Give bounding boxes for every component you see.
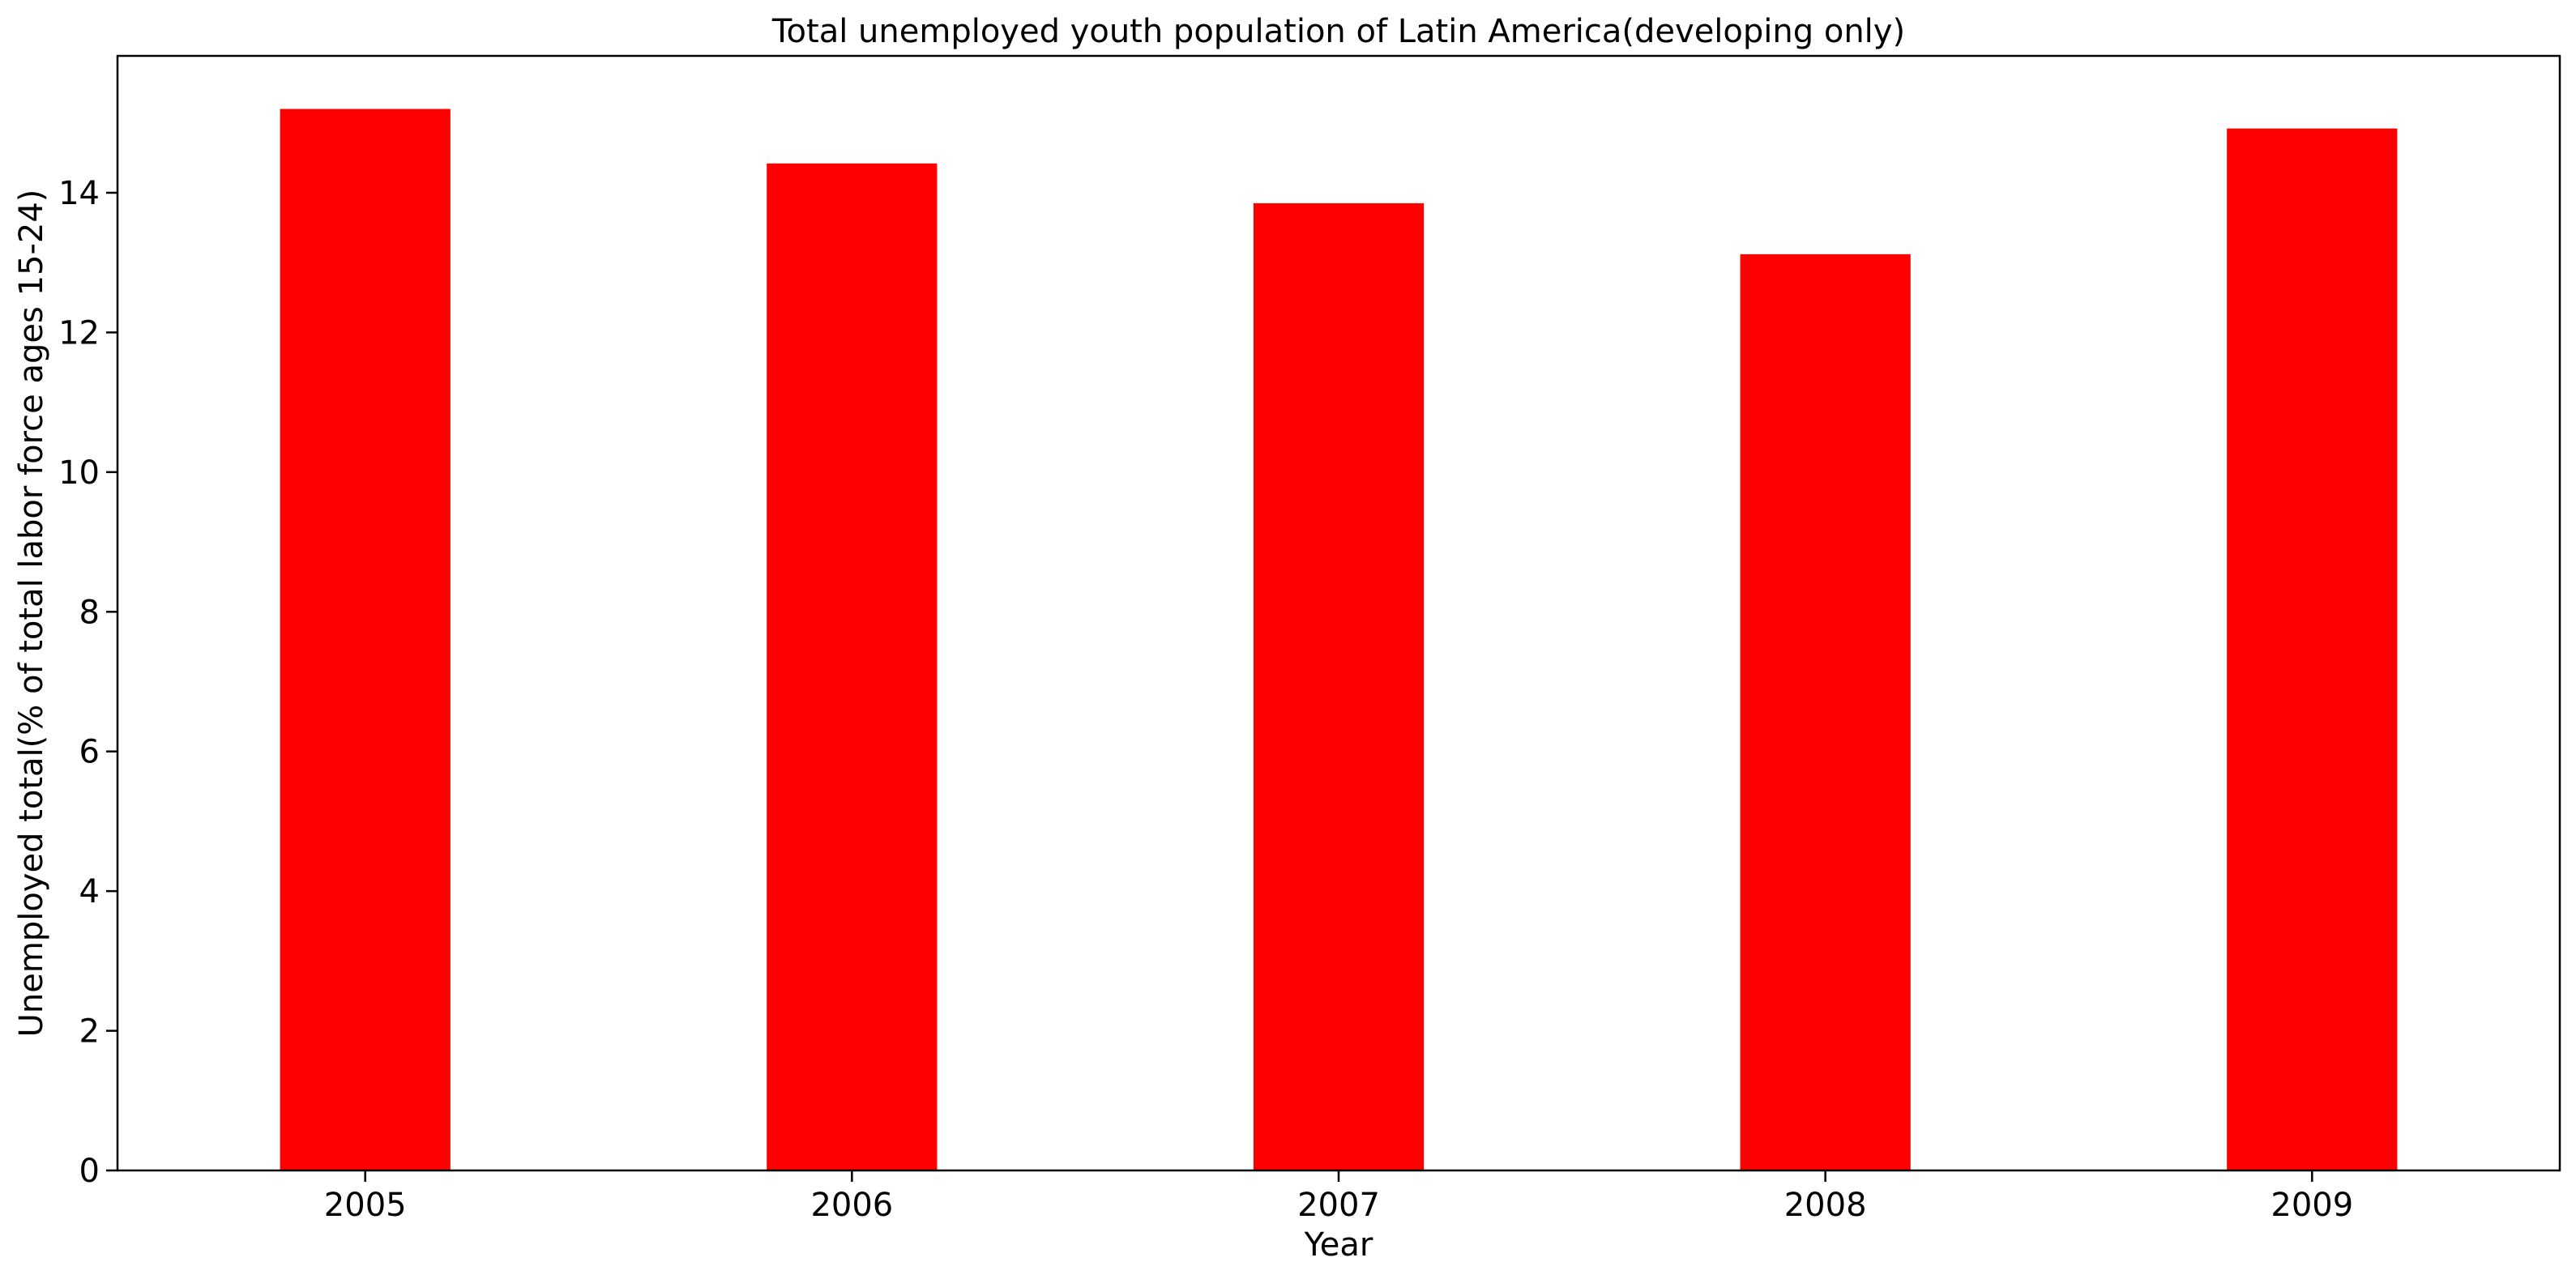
bar-2006 [767,163,938,1170]
x-tick-label: 2006 [810,1187,893,1224]
y-axis-label: Unemployed total(% of total labor force … [13,190,50,1038]
y-tick-label: 10 [58,454,100,492]
x-axis-ticks: 2005 2006 2007 2008 2009 [324,1170,2353,1224]
x-tick-label: 2009 [2271,1187,2353,1224]
y-tick-label: 4 [79,873,100,910]
bar-2009 [2227,128,2398,1170]
y-tick-label: 0 [79,1153,100,1190]
bar-2007 [1253,203,1425,1170]
bars-group [280,109,2398,1170]
chart-title: Total unemployed youth population of Lat… [771,13,1905,50]
y-tick-label: 14 [58,175,100,212]
x-tick-label: 2008 [1784,1187,1867,1224]
y-tick-label: 12 [58,314,100,352]
x-tick-label: 2005 [324,1187,407,1224]
y-tick-label: 8 [79,594,100,631]
bar-2005 [280,109,451,1170]
y-tick-label: 2 [79,1013,100,1051]
y-tick-label: 6 [79,734,100,771]
y-axis-ticks: 0 2 4 6 8 10 12 14 [58,175,117,1190]
bar-2008 [1740,254,1911,1170]
x-axis-label: Year [1304,1226,1373,1264]
x-tick-label: 2007 [1297,1187,1380,1224]
